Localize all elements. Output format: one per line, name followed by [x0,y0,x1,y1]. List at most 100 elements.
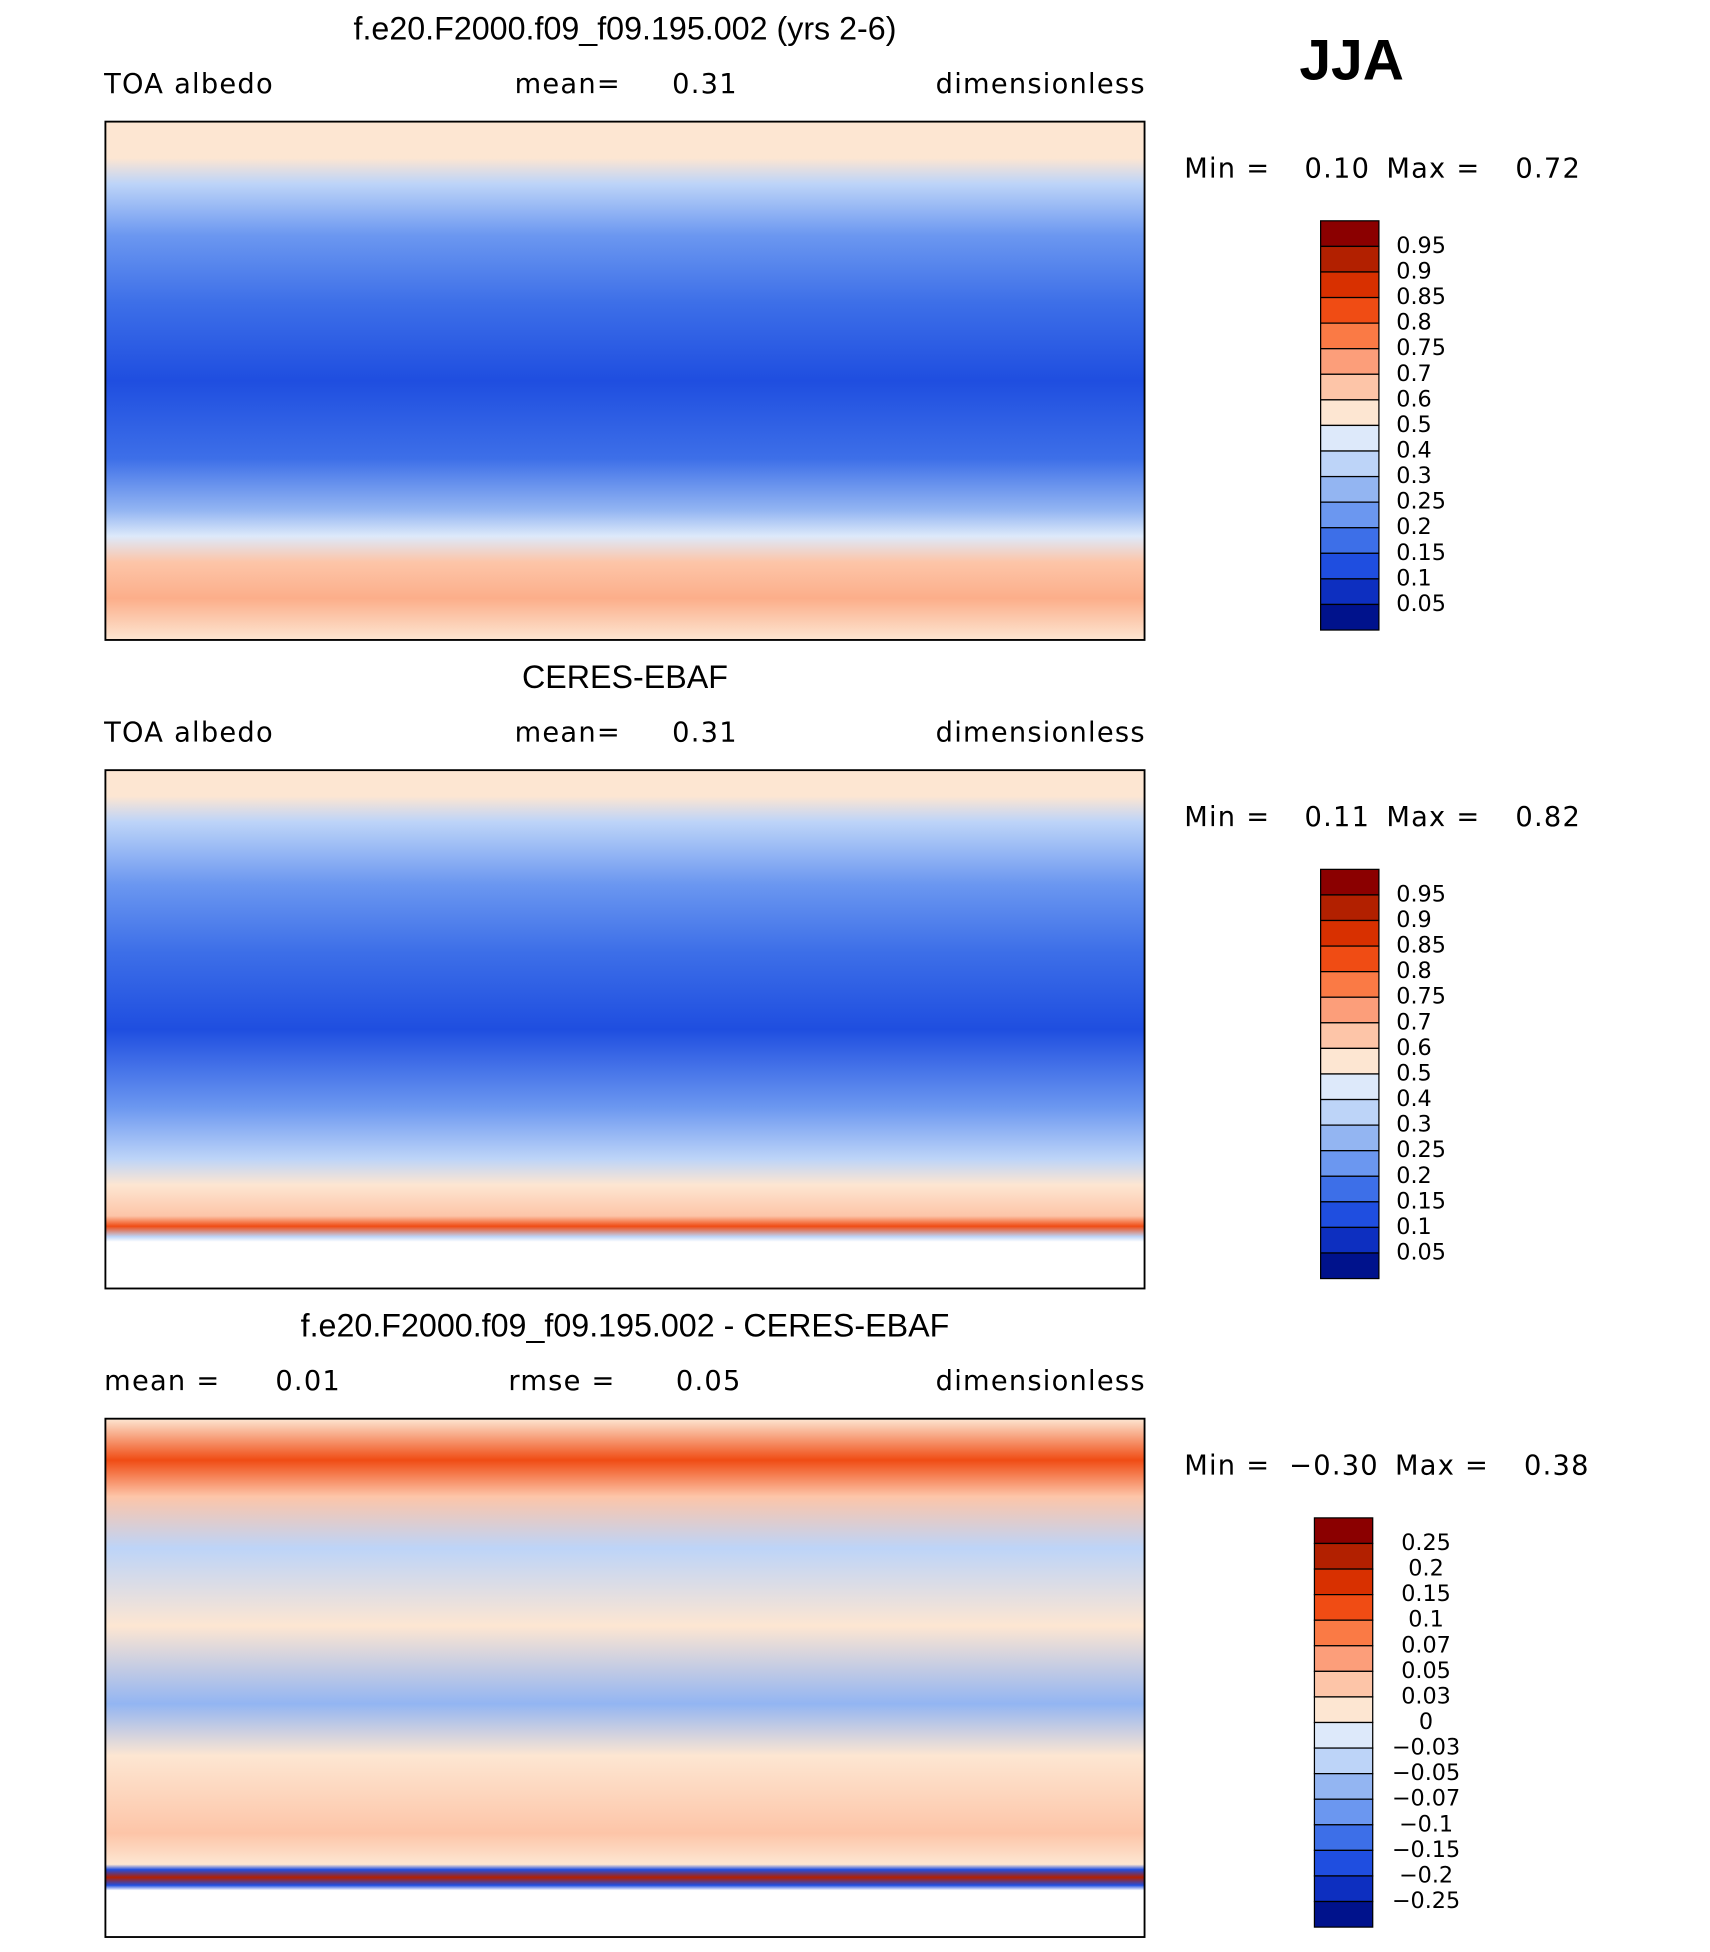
colorbar-box [1320,271,1380,299]
colorbar-box [1313,1670,1374,1698]
colorbar-label: 0.9 [1396,907,1431,933]
colorbar-label: 0.5 [1396,1060,1431,1086]
colorbar-box [1320,1150,1380,1177]
panel-title: f.e20.F2000.f09_f09.195.002 (yrs 2-6) [353,11,896,47]
colorbar-label: −0.07 [1392,1786,1460,1812]
map-field [104,120,1146,641]
colorbar-label: 0.6 [1396,1035,1431,1061]
colorbar-label: 0.2 [1396,1163,1431,1189]
season-label: JJA [1299,29,1404,93]
colorbar-box [1320,1098,1380,1126]
colorbar-label: 0.05 [1396,591,1446,617]
min-label: Min = [1184,802,1270,833]
right-label: dimensionless [936,718,1146,749]
colorbar-label: 0.95 [1396,881,1446,907]
colorbar-box [1320,868,1380,896]
map-field [104,769,1146,1290]
colorbar-box [1313,1517,1374,1545]
colorbar-box [1313,1773,1374,1800]
colorbar-label: 0.1 [1408,1607,1443,1633]
colorbar-box [1313,1875,1374,1903]
colorbar-label: 0.75 [1396,335,1446,361]
colorbar-box [1320,1073,1380,1101]
center-label: mean= [515,718,621,749]
colorbar-box [1320,1047,1380,1075]
max-value: 0.38 [1524,1451,1590,1482]
right-label: dimensionless [936,69,1146,100]
min-label: Min = [1184,1451,1270,1482]
colorbar-box [1320,945,1380,973]
colorbar-label: 0.15 [1401,1581,1451,1607]
colorbar-label: 0.07 [1401,1632,1451,1658]
colorbar-box [1313,1824,1374,1851]
colorbar-label: 0.8 [1396,310,1431,336]
colorbar-box [1320,1175,1380,1203]
colorbar-label: 0.8 [1396,958,1431,984]
colorbar-box [1313,1593,1374,1621]
colorbar-box [1320,527,1380,554]
panel-title: CERES-EBAF [522,659,728,695]
colorbar-box [1320,1022,1380,1050]
right-label: dimensionless [936,1366,1146,1397]
colorbar-label: 0.7 [1396,1009,1431,1035]
colorbar-box [1320,1226,1380,1254]
max-value: 0.72 [1515,153,1581,184]
center-label: mean= [515,69,621,100]
center-value: 0.05 [676,1366,742,1397]
center-value: 0.31 [672,69,738,100]
left-label: TOA albedo [103,69,274,100]
colorbar-box [1320,399,1380,427]
colorbar-label: −0.2 [1399,1862,1453,1888]
colorbar-box [1320,245,1380,273]
left-value: 0.01 [275,1366,341,1397]
colorbar-box [1313,1645,1374,1672]
colorbar-box [1313,1900,1374,1928]
colorbar-box [1320,996,1380,1024]
colorbar-box [1313,1696,1374,1724]
colorbar-label: 0.95 [1396,233,1446,259]
max-label: Max = [1395,1451,1489,1482]
colorbar-label: 0.25 [1401,1530,1451,1556]
min-value: −0.30 [1289,1451,1379,1482]
panel-title: f.e20.F2000.f09_f09.195.002 - CERES-EBAF [301,1308,950,1344]
colorbar-label: −0.25 [1392,1888,1460,1914]
colorbar-box [1313,1849,1374,1877]
max-label: Max = [1386,153,1480,184]
colorbar-label: 0.3 [1396,1112,1431,1138]
colorbar-label: 0.4 [1396,1086,1431,1112]
colorbar-box [1320,603,1380,631]
min-label: Min = [1184,153,1270,184]
colorbar-label: 0.1 [1396,1214,1431,1240]
colorbar-label: 0.7 [1396,361,1431,387]
colorbar-label: 0.15 [1396,1188,1446,1214]
colorbar-box [1320,450,1380,478]
colorbar-label: 0.75 [1396,984,1446,1010]
colorbar-box [1313,1619,1374,1647]
min-value: 0.11 [1305,802,1371,833]
colorbar-label: 0.1 [1396,565,1431,591]
colorbar-label: 0 [1419,1709,1433,1735]
colorbar-label: 0.9 [1396,258,1431,284]
colorbar-label: −0.15 [1392,1837,1460,1863]
colorbar-box [1320,919,1380,947]
colorbar-label: 0.2 [1396,514,1431,540]
colorbar-box [1320,220,1380,248]
center-label: rmse = [508,1366,615,1397]
colorbar-box [1320,501,1380,529]
colorbar-box [1313,1721,1374,1749]
colorbar-label: −0.1 [1399,1811,1453,1837]
colorbar-label: 0.85 [1396,284,1446,310]
min-value: 0.10 [1305,153,1371,184]
colorbar-box [1313,1542,1374,1570]
map-field [104,1417,1146,1938]
colorbar-box [1313,1747,1374,1775]
colorbar-label: 0.6 [1396,386,1431,412]
colorbar-label: 0.5 [1396,412,1431,438]
colorbar-box [1320,424,1380,452]
colorbar-label: 0.25 [1396,489,1446,515]
colorbar-label: 0.15 [1396,540,1446,566]
colorbar-box [1320,373,1380,401]
colorbar-label: 0.25 [1396,1137,1446,1163]
left-label: mean = [104,1366,220,1397]
